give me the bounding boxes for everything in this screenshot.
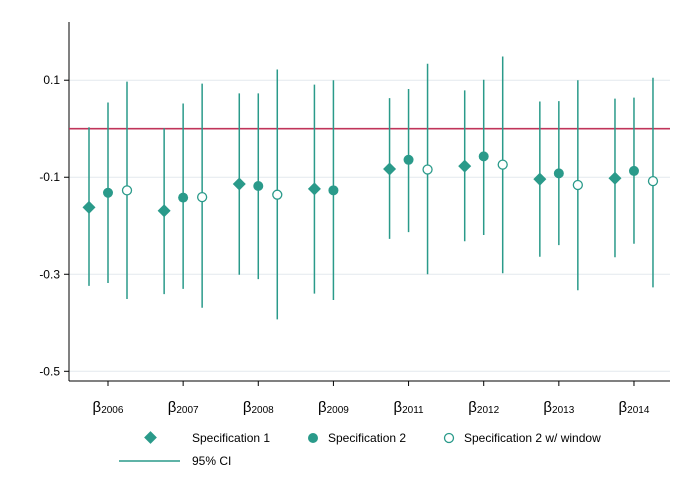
legend-item-ci: 95% CI — [119, 454, 231, 468]
point-circle-filled — [178, 192, 189, 203]
legend-diamond-marker — [144, 431, 157, 444]
y-ticks: 0.1 -0.1 -0.3 -0.5 — [39, 73, 69, 378]
x-tick-label: β2014 — [619, 399, 650, 416]
point-circle-hollow — [647, 175, 659, 187]
legend-item-spec2: Specification 2 — [308, 431, 406, 445]
point-circle-hollow — [497, 159, 508, 170]
y-tick-label: -0.5 — [39, 364, 60, 378]
legend-hollow-circle-marker — [443, 432, 455, 444]
point-diamond — [533, 172, 547, 186]
point-diamond — [383, 162, 397, 176]
point-circle-filled — [328, 185, 339, 196]
point-circle-filled — [553, 168, 564, 179]
point-diamond — [458, 159, 472, 173]
point-diamond — [307, 182, 321, 196]
gridlines — [69, 79, 670, 372]
point-circle-hollow — [196, 191, 208, 203]
confidence-intervals — [88, 56, 654, 320]
legend-item-spec1: Specification 1 — [144, 431, 270, 445]
x-tick-label: β2011 — [393, 399, 424, 416]
x-tick-label: β2007 — [168, 399, 199, 416]
legend-label-spec1: Specification 1 — [192, 431, 270, 445]
point-circle-hollow — [272, 189, 283, 200]
y-tick-label: -0.1 — [39, 170, 60, 184]
point-circle-filled — [628, 165, 639, 176]
x-tick-label: β2009 — [318, 399, 349, 416]
x-tick-label: β2012 — [468, 399, 499, 416]
x-tick-label: β2013 — [543, 399, 574, 416]
legend: Specification 1 Specification 2 Specific… — [119, 431, 601, 468]
point-circle-filled — [403, 154, 414, 165]
y-tick-label: -0.3 — [39, 267, 60, 281]
legend-label-spec2: Specification 2 — [328, 431, 406, 445]
point-circle-hollow — [572, 179, 583, 191]
point-diamond — [608, 171, 622, 185]
point-circle-filled — [253, 180, 264, 191]
x-ticks: β2006 β2007 β2008 β2009 β2011 β2012 β2013 β2014 — [93, 381, 650, 416]
legend-item-spec2-window: Specification 2 w/ window — [443, 431, 601, 445]
y-tick-label: 0.1 — [43, 73, 60, 87]
legend-filled-circle-marker — [308, 433, 318, 443]
legend-label-spec2-window: Specification 2 w/ window — [464, 431, 601, 445]
axes — [68, 22, 670, 382]
legend-label-ci: 95% CI — [192, 454, 231, 468]
point-diamond — [157, 204, 171, 218]
x-tick-label: β2006 — [93, 399, 124, 416]
point-circle-hollow — [121, 185, 133, 196]
point-estimates — [82, 151, 659, 218]
x-tick-label: β2008 — [243, 399, 274, 416]
point-diamond — [82, 200, 96, 214]
point-circle-filled — [103, 187, 113, 198]
point-diamond — [232, 177, 246, 191]
point-circle-filled — [478, 151, 489, 162]
point-circle-hollow — [422, 164, 433, 175]
